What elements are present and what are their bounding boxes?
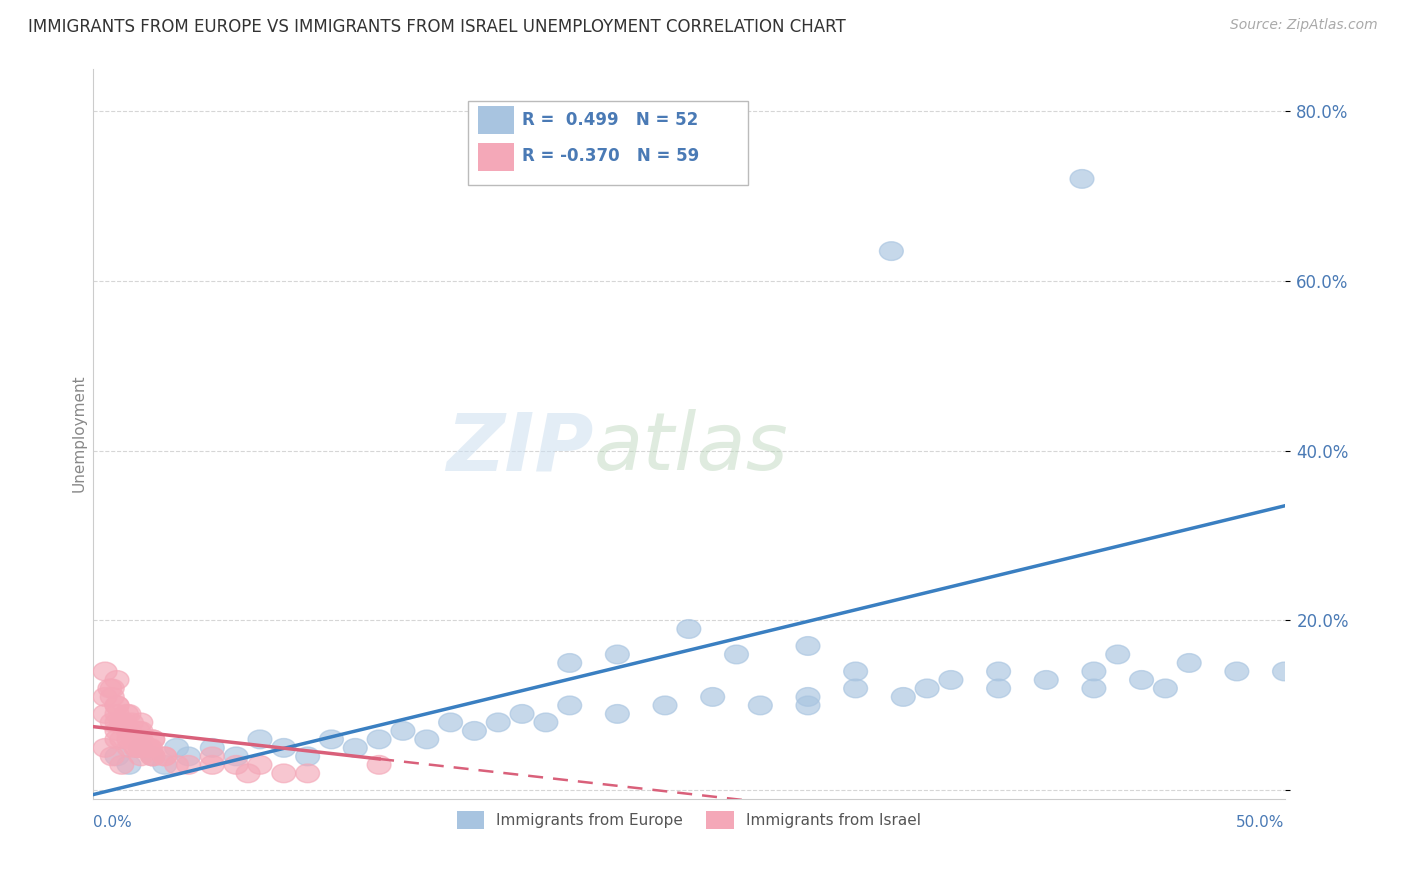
Text: Source: ZipAtlas.com: Source: ZipAtlas.com <box>1230 18 1378 32</box>
FancyBboxPatch shape <box>478 143 513 170</box>
Text: atlas: atlas <box>593 409 789 487</box>
Y-axis label: Unemployment: Unemployment <box>72 375 86 492</box>
FancyBboxPatch shape <box>468 102 748 186</box>
Legend: Immigrants from Europe, Immigrants from Israel: Immigrants from Europe, Immigrants from … <box>450 805 927 835</box>
Text: 0.0%: 0.0% <box>93 815 132 830</box>
Text: IMMIGRANTS FROM EUROPE VS IMMIGRANTS FROM ISRAEL UNEMPLOYMENT CORRELATION CHART: IMMIGRANTS FROM EUROPE VS IMMIGRANTS FRO… <box>28 18 846 36</box>
Text: R = -0.370   N = 59: R = -0.370 N = 59 <box>522 147 699 165</box>
FancyBboxPatch shape <box>478 106 513 135</box>
Text: R =  0.499   N = 52: R = 0.499 N = 52 <box>522 111 699 128</box>
Text: ZIP: ZIP <box>446 409 593 487</box>
Text: 50.0%: 50.0% <box>1236 815 1285 830</box>
